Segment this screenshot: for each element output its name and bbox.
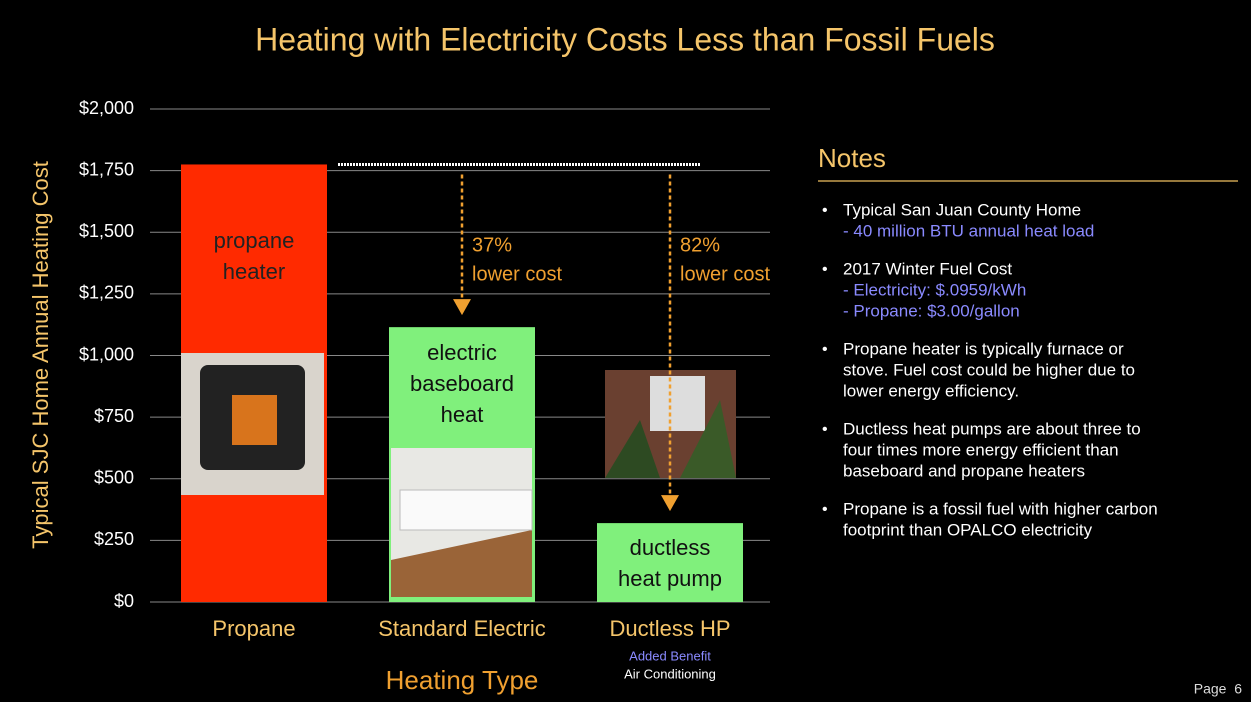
bar-label: electric: [427, 340, 497, 365]
y-axis-label: Typical SJC Home Annual Heating Cost: [28, 161, 53, 549]
bullet: •: [822, 421, 828, 438]
note-text: Ductless heat pumps are about three to: [843, 419, 1141, 438]
note-text: footprint than OPALCO electricity: [843, 520, 1093, 539]
bar-label: heater: [223, 259, 285, 284]
bar-label: heat pump: [618, 566, 722, 591]
y-tick-label: $1,000: [79, 344, 134, 364]
y-tick-label: $750: [94, 406, 134, 426]
x-tick-label: Propane: [212, 616, 295, 641]
photo-heatpump: [680, 400, 736, 478]
note-sub: - 40 million BTU annual heat load: [843, 221, 1094, 240]
bar-label: ductless: [630, 535, 711, 560]
y-tick-label: $1,250: [79, 283, 134, 303]
bar-label: heat: [441, 402, 484, 427]
y-tick-label: $500: [94, 468, 134, 488]
chart-title: Heating with Electricity Costs Less than…: [255, 21, 995, 57]
photo-heatpump: [650, 376, 705, 431]
bullet: •: [822, 202, 828, 219]
y-tick-label: $2,000: [79, 98, 134, 118]
page-number: Page 6: [1194, 681, 1242, 697]
category-note: Added Benefit: [629, 648, 711, 663]
note-text: four times more energy efficient than: [843, 440, 1119, 459]
y-tick-label: $0: [114, 591, 134, 611]
photo-stove: [232, 395, 277, 445]
arrow-head: [661, 495, 679, 512]
note-text: Typical San Juan County Home: [843, 200, 1081, 219]
bar: [597, 523, 743, 602]
y-tick-label: $1,750: [79, 159, 134, 179]
bullet: •: [822, 341, 828, 358]
y-tick-label: $250: [94, 529, 134, 549]
note-sub: - Electricity: $.0959/kWh: [843, 280, 1026, 299]
photo-heatpump: [605, 420, 660, 478]
annotation: 37%: [472, 234, 512, 256]
x-axis-label: Heating Type: [386, 665, 539, 695]
annotation: lower cost: [680, 263, 770, 285]
bar-label: propane: [214, 228, 295, 253]
bar-label: baseboard: [410, 371, 514, 396]
x-tick-label: Standard Electric: [378, 616, 546, 641]
annotation: 82%: [680, 234, 720, 256]
arrow-head: [453, 299, 471, 316]
y-tick-label: $1,500: [79, 221, 134, 241]
category-note: Air Conditioning: [624, 666, 716, 681]
bullet: •: [822, 261, 828, 278]
notes-title: Notes: [818, 143, 886, 173]
note-text: stove. Fuel cost could be higher due to: [843, 360, 1135, 379]
photo-baseboard: [399, 489, 533, 531]
photo-baseboard: [391, 530, 532, 597]
note-text: Propane heater is typically furnace or: [843, 339, 1124, 358]
x-tick-label: Ductless HP: [609, 616, 730, 641]
bullet: •: [822, 501, 828, 518]
note-text: lower energy efficiency.: [843, 381, 1019, 400]
note-text: baseboard and propane heaters: [843, 461, 1085, 480]
note-text: 2017 Winter Fuel Cost: [843, 259, 1012, 278]
photos: [181, 353, 736, 597]
note-text: Propane is a fossil fuel with higher car…: [843, 499, 1158, 518]
annotation: lower cost: [472, 263, 562, 285]
note-sub: - Propane: $3.00/gallon: [843, 301, 1020, 320]
